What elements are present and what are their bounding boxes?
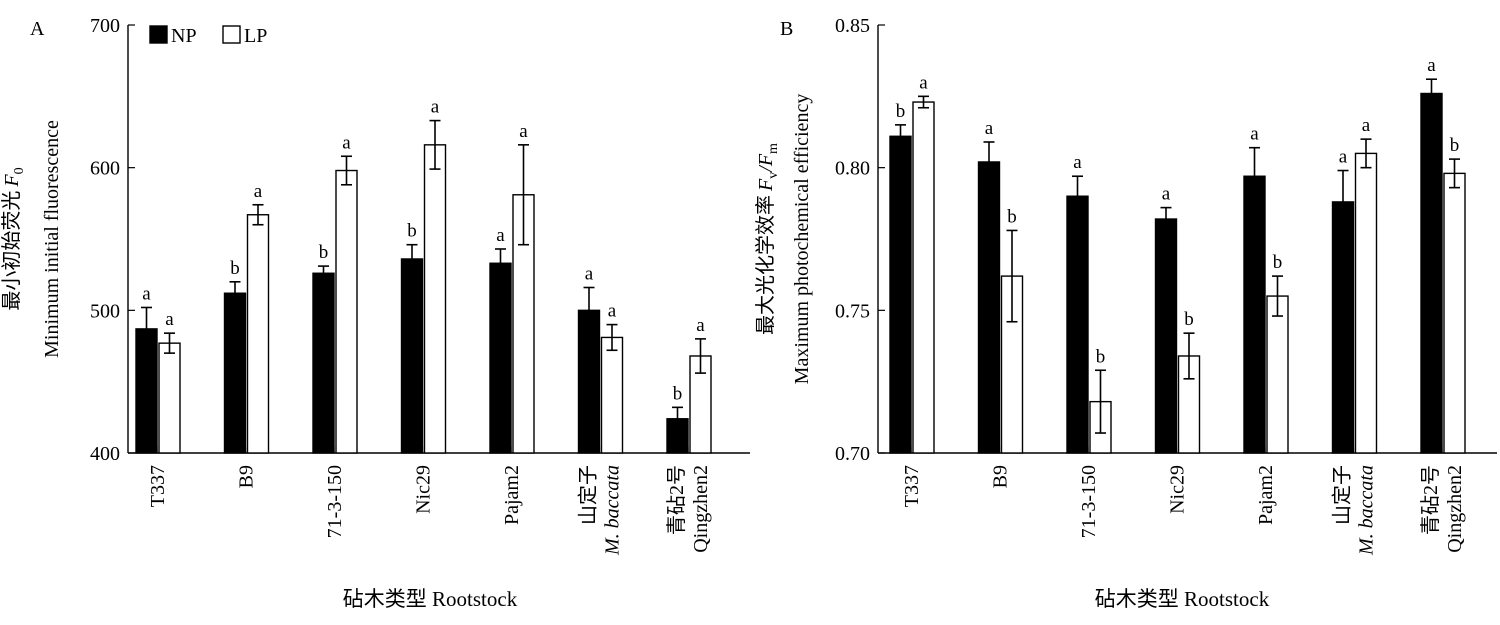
significance-letter: b (230, 258, 240, 279)
y-axis-title-cn-text: 最大光化学效率 (754, 195, 777, 335)
bar-np (1420, 92, 1443, 454)
bar-np (977, 161, 1001, 454)
bar-np (889, 135, 912, 454)
bar-lp (600, 336, 624, 454)
x-tick-label: 青砧2号 (1419, 465, 1442, 535)
y-tick-label: 0.80 (835, 158, 870, 180)
significance-letter: b (1184, 309, 1194, 330)
bar-np (1243, 175, 1266, 454)
bar-np (489, 262, 512, 454)
bar-np (1154, 218, 1178, 454)
chart-panel-A: A400500600700aaT337baB9ba71-3-150baNic29… (0, 15, 750, 611)
y-tick-label: 500 (90, 300, 120, 322)
bar-lp (1443, 172, 1466, 454)
significance-letter: b (673, 383, 683, 404)
bar-lp (246, 214, 270, 454)
bar-np (223, 292, 247, 454)
panel-label: A (30, 18, 45, 40)
x-tick-label: T337 (901, 465, 923, 507)
x-tick-label: Qingzhen2 (1444, 465, 1466, 553)
x-tick-label: Nic29 (1167, 465, 1189, 514)
bar-lp (1266, 295, 1289, 454)
y-axis-title-cn: 最小初始荧光 F0 (0, 167, 27, 310)
panel-label: B (780, 18, 793, 40)
significance-letter: a (165, 309, 174, 330)
legend: NP LP (149, 25, 267, 47)
significance-letter: a (431, 97, 440, 118)
x-tick-label: T337 (147, 465, 169, 507)
x-tick-label: B9 (236, 465, 258, 488)
significance-letter: b (319, 242, 329, 263)
x-axis-title: 砧木类型 Rootstock (1095, 587, 1270, 611)
x-tick-label: 71-3-150 (324, 465, 346, 538)
significance-letter: a (585, 264, 594, 285)
significance-letter: a (1250, 124, 1259, 145)
chart-panel-B: B0.700.750.800.85baT337abB9ab71-3-150abN… (754, 15, 1497, 611)
significance-letter: a (496, 225, 505, 246)
y-axis-title-en: Maximum photochemical efficiency (791, 94, 813, 385)
significance-letter: a (1362, 115, 1371, 136)
significance-letter: b (1273, 252, 1283, 273)
y-axis-symbol-sub: 0 (12, 167, 27, 174)
significance-letter: a (919, 72, 928, 93)
bar-np (1066, 195, 1089, 454)
significance-letter: a (142, 283, 151, 304)
x-tick-label: 71-3-150 (1078, 465, 1100, 538)
y-axis-symbol-2: /F (755, 153, 777, 173)
bar-lp (335, 169, 358, 454)
y-tick-label: 400 (90, 443, 120, 465)
y-axis-symbol: F (755, 178, 777, 192)
significance-letter: b (407, 221, 417, 242)
significance-letter: a (342, 132, 351, 153)
y-axis-title-cn: 最大光化学效率 Fv/Fm (754, 143, 781, 335)
x-tick-label: 山定子 (577, 465, 600, 525)
x-tick-label: Nic29 (413, 465, 435, 514)
significance-letter: b (1007, 206, 1017, 227)
x-tick-label: 青砧2号 (665, 465, 688, 535)
y-axis-title-en: Minimum initial fluorescence (41, 120, 63, 358)
x-tick-label: Qingzhen2 (690, 465, 712, 553)
bar-lp (912, 101, 935, 454)
x-tick-label: Pajam2 (1255, 465, 1277, 525)
bar-np (400, 258, 424, 454)
x-tick-label: M. baccata (602, 465, 624, 556)
significance-letter: a (608, 301, 617, 322)
x-tick-label: M. baccata (1356, 465, 1378, 556)
significance-letter: a (1073, 152, 1082, 173)
significance-letter: a (519, 121, 528, 142)
y-axis-symbol-sub: v (766, 172, 781, 179)
x-tick-label: Pajam2 (501, 465, 523, 525)
significance-letter: b (1450, 135, 1460, 156)
bar-lp (158, 342, 181, 454)
legend-label-lp: LP (244, 25, 267, 47)
bar-lp (1354, 152, 1378, 454)
significance-letter: a (985, 118, 994, 139)
y-tick-label: 600 (90, 158, 120, 180)
y-axis-title-cn-text: 最小初始荧光 (0, 191, 23, 311)
significance-letter: b (896, 101, 906, 122)
x-tick-label: 山定子 (1331, 465, 1354, 525)
x-tick-label: B9 (990, 465, 1012, 488)
significance-letter: a (254, 181, 263, 202)
bar-lp (423, 144, 447, 454)
y-tick-label: 0.70 (835, 443, 870, 465)
significance-letter: a (1427, 55, 1436, 76)
legend-swatch-np (149, 25, 168, 44)
significance-letter: a (1162, 184, 1171, 205)
bar-np (312, 272, 335, 454)
x-axis-title: 砧木类型 Rootstock (343, 587, 518, 611)
y-axis-symbol-sub-2: m (766, 143, 781, 154)
legend-swatch-lp (222, 25, 241, 44)
legend-label-np: NP (171, 25, 197, 47)
bar-np (1331, 201, 1355, 454)
y-axis-symbol: F (1, 174, 23, 188)
significance-letter: b (1096, 346, 1106, 367)
y-tick-label: 0.85 (835, 15, 870, 37)
y-tick-label: 0.75 (835, 300, 870, 322)
significance-letter: a (1339, 147, 1348, 168)
significance-letter: a (696, 315, 705, 336)
y-tick-label: 700 (90, 15, 120, 37)
